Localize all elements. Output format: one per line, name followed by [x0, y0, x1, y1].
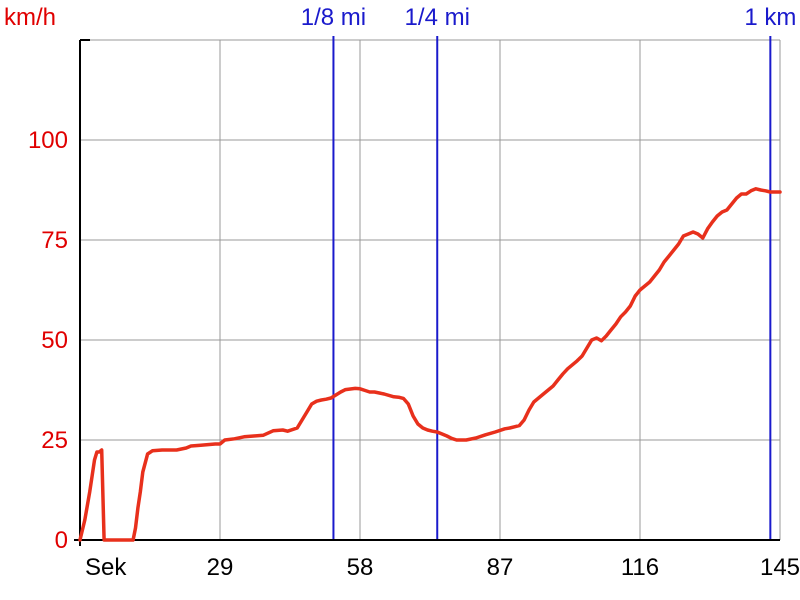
y-tick-label: 100: [28, 127, 68, 154]
x-tick-label: 87: [487, 554, 514, 581]
y-axis-unit-label: km/h: [4, 4, 56, 31]
y-tick-label: 0: [55, 527, 68, 554]
grid-layer: [80, 39, 781, 540]
distance-marker-label: 1/8 mi: [301, 4, 366, 31]
y-tick-label: 50: [41, 327, 68, 354]
x-tick-label: 29: [207, 554, 234, 581]
series-layer: [78, 187, 782, 542]
y-tick-label: 25: [41, 427, 68, 454]
x-tick-label: 116: [621, 554, 659, 581]
y-tick-label: 75: [41, 227, 68, 254]
labels-layer: km/h Sek: [4, 4, 127, 581]
distance-marker-label: 1/4 mi: [405, 4, 470, 31]
axes: 0 25 50 75 100 29 58 87 116 145: [28, 39, 800, 581]
x-axis-unit-label: Sek: [85, 554, 127, 581]
distance-markers: 1/8 mi 1/4 mi 1 km: [301, 4, 796, 540]
x-tick-label: 145: [760, 554, 800, 581]
x-tick-label: 58: [347, 554, 374, 581]
distance-marker-label: 1 km: [744, 4, 796, 31]
speed-series-line: [78, 187, 782, 542]
